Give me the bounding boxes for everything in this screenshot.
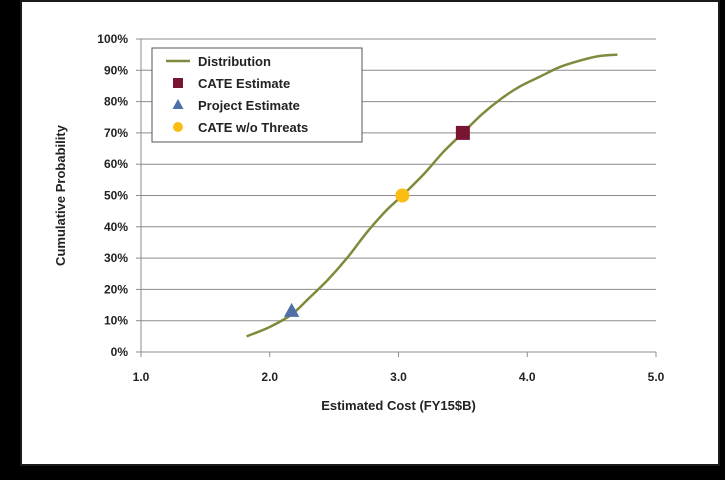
x-axis-title: Estimated Cost (FY15$B) [321, 398, 476, 413]
x-tick-label: 3.0 [390, 370, 407, 384]
y-tick-label: 10% [104, 314, 128, 328]
project-estimate-marker [283, 302, 300, 317]
y-tick-labels: 0% 10% 20% 30% 40% 50% 60% 70% 80% 90% 100% [97, 32, 128, 359]
legend-label: Project Estimate [198, 98, 300, 113]
legend-swatch-square [173, 78, 183, 88]
y-tick-label: 20% [104, 282, 128, 296]
legend-label: CATE w/o Threats [198, 120, 308, 135]
legend-swatch-circle [173, 122, 183, 132]
x-tick-label: 5.0 [648, 370, 665, 384]
cumulative-probability-chart: 1.0 2.0 3.0 4.0 5.0 0% 10% 20% 30% 40% 50% 60% 70% 8… [53, 32, 665, 413]
axes [136, 38, 657, 357]
series [246, 53, 618, 338]
y-tick-label: 80% [104, 95, 128, 109]
x-tick-label: 4.0 [519, 370, 536, 384]
cate-estimate-marker [455, 125, 470, 140]
legend-box [151, 47, 363, 143]
y-tick-label: 100% [97, 32, 128, 46]
markers [283, 125, 470, 317]
distribution-line [246, 53, 618, 338]
y-tick-label: 30% [104, 251, 128, 265]
cate-w-o-threats-marker [395, 188, 410, 203]
y-tick-label: 90% [104, 63, 128, 77]
x-tick-label: 1.0 [133, 370, 150, 384]
y-tick-label: 60% [104, 157, 128, 171]
chart-frame: 1.0 2.0 3.0 4.0 5.0 0% 10% 20% 30% 40% 50% 60% 70% 8… [20, 0, 720, 466]
legend-swatch-triangle [172, 99, 184, 109]
x-tick-labels: 1.0 2.0 3.0 4.0 5.0 [133, 370, 665, 384]
legend-label: Distribution [198, 54, 271, 69]
y-axis-title: Cumulative Probability [53, 124, 68, 266]
y-tick-label: 70% [104, 126, 128, 140]
y-tick-label: 40% [104, 220, 128, 234]
legend: Distribution CATE Estimate Project Estimat… [151, 47, 363, 143]
y-tick-label: 0% [111, 345, 129, 359]
legend-label: CATE Estimate [198, 76, 290, 91]
y-tick-label: 50% [104, 189, 128, 203]
x-tick-label: 2.0 [261, 370, 278, 384]
